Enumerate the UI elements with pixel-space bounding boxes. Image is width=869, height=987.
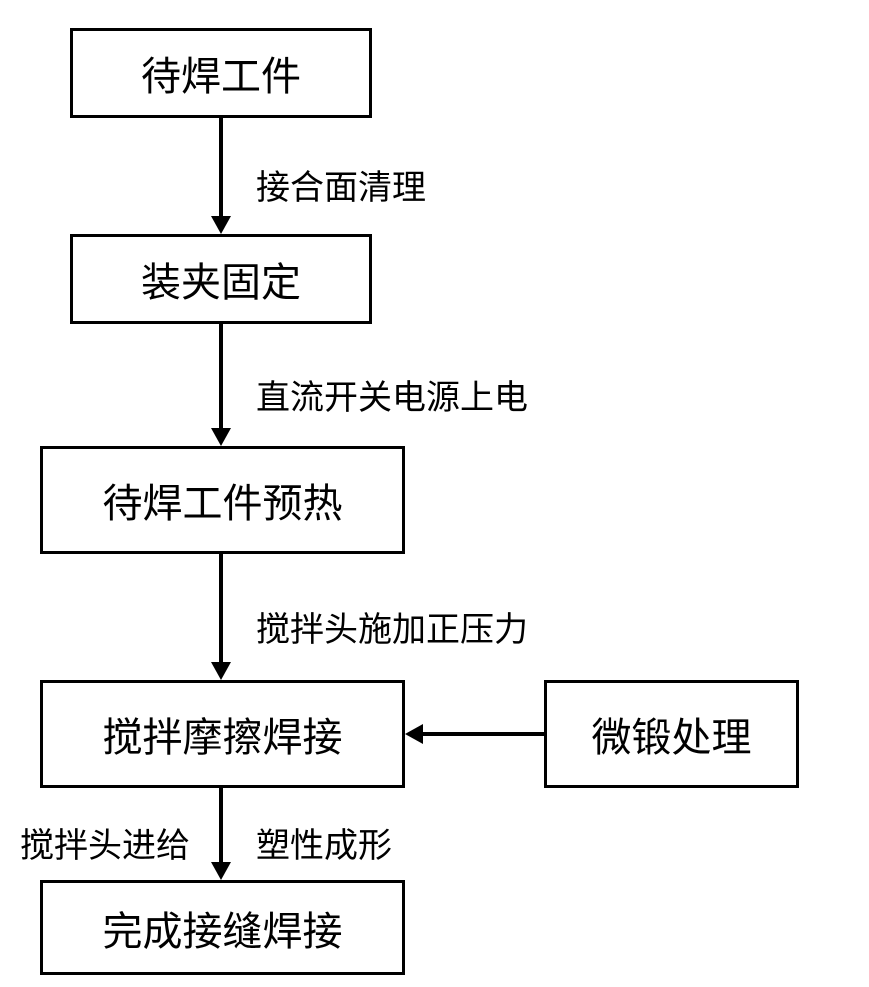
arrow-head	[211, 662, 231, 680]
flowchart-node-complete: 完成接缝焊接	[40, 880, 405, 975]
node-label: 微锻处理	[592, 705, 752, 763]
flowchart-node-workpiece: 待焊工件	[70, 28, 372, 118]
edge-label-power: 直流开关电源上电	[256, 370, 528, 419]
edge-label-clean: 接合面清理	[256, 160, 426, 209]
arrow-head	[211, 862, 231, 880]
arrow-head	[211, 216, 231, 234]
edge-label-forming: 塑性成形	[256, 818, 392, 867]
arrow-line	[219, 324, 223, 430]
arrow-line	[423, 732, 544, 736]
node-label: 搅拌摩擦焊接	[103, 705, 343, 763]
arrow-line	[219, 554, 223, 664]
flowchart-node-microforging: 微锻处理	[544, 680, 799, 788]
edge-label-pressure: 搅拌头施加正压力	[256, 602, 528, 651]
flowchart-node-welding: 搅拌摩擦焊接	[40, 680, 405, 788]
edge-label-feed: 搅拌头进给	[20, 818, 190, 867]
node-label: 装夹固定	[141, 250, 301, 308]
flowchart-node-preheat: 待焊工件预热	[40, 446, 405, 554]
node-label: 待焊工件	[141, 44, 301, 102]
node-label: 待焊工件预热	[103, 471, 343, 529]
flowchart-node-clamp: 装夹固定	[70, 234, 372, 324]
arrow-head	[405, 724, 423, 744]
arrow-line	[219, 788, 223, 864]
node-label: 完成接缝焊接	[103, 899, 343, 957]
arrow-head	[211, 428, 231, 446]
arrow-line	[219, 118, 223, 218]
